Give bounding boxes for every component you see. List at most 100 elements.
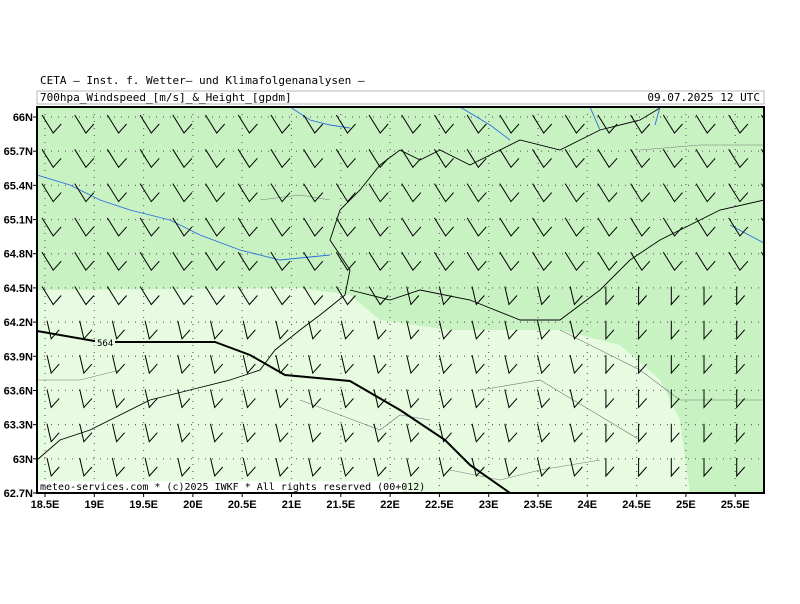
lon-label: 20E (183, 499, 203, 511)
wind-barb (438, 389, 452, 409)
lon-label: 18.5E (31, 499, 60, 511)
wind-barb (46, 457, 60, 478)
wind-barb (368, 251, 389, 272)
wind-barb (564, 149, 585, 169)
wind-barb (662, 114, 683, 134)
wind-barb (471, 389, 485, 409)
wind-barb (736, 355, 746, 375)
lon-label: 19.5E (129, 499, 158, 511)
wind-barb (270, 149, 291, 169)
wind-barb (172, 149, 193, 169)
wind-barb (237, 251, 258, 272)
wind-barb (406, 423, 420, 443)
wind-barb (703, 389, 713, 409)
wind-barb (728, 149, 749, 169)
wind-barb (335, 217, 356, 237)
wind-barb (205, 114, 226, 134)
lat-label: 63.3N (4, 420, 33, 432)
lon-label: 20.5E (228, 499, 257, 511)
wind-barb (438, 320, 452, 340)
wind-barb (106, 149, 127, 169)
wind-barb (499, 217, 520, 237)
wind-barb (205, 251, 226, 272)
wind-barb (537, 320, 551, 340)
wind-barb (499, 251, 520, 272)
lat-label: 64.2N (4, 317, 33, 329)
wind-barb (340, 389, 354, 409)
wind-barb (106, 183, 127, 203)
wind-barb (728, 251, 749, 272)
wind-barb (373, 354, 387, 375)
wind-barb (177, 457, 191, 478)
lat-label: 65.4N (4, 180, 33, 192)
wind-barb (499, 114, 520, 134)
wind-barb (270, 286, 291, 306)
wind-barb (630, 149, 651, 169)
wind-barb (769, 424, 777, 442)
wind-barb (703, 492, 705, 493)
wind-barb (504, 389, 518, 409)
wind-barb (308, 389, 322, 409)
wind-barb (177, 389, 191, 409)
wind-barb (438, 457, 452, 478)
lon-label: 19E (85, 499, 105, 511)
wind-barb (111, 423, 125, 443)
wind-barb (74, 183, 95, 203)
lon-label: 21E (282, 499, 302, 511)
wind-barb (433, 251, 454, 272)
wind-barb (46, 389, 60, 409)
wind-barb (597, 251, 618, 272)
wind-barb (695, 217, 716, 237)
wind-barb (670, 320, 680, 341)
coastline (37, 107, 764, 461)
wind-barb (406, 354, 420, 375)
wind-barb (532, 183, 553, 203)
wind-barb (368, 149, 389, 169)
wind-barb (340, 354, 354, 375)
wind-barb (79, 423, 93, 443)
wind-barb (144, 354, 158, 375)
wind-barb (499, 183, 520, 203)
wind-barb (144, 457, 158, 478)
contour-label-bg (95, 338, 115, 348)
wind-barb (74, 114, 95, 134)
wind-barb (670, 458, 680, 478)
wind-barb (537, 286, 551, 306)
wind-barb (695, 114, 716, 134)
wind-barb (564, 114, 585, 134)
wind-barb (242, 457, 256, 478)
wind-barb (335, 183, 356, 203)
wind-barb (303, 217, 324, 237)
wind-barb (662, 251, 683, 272)
wind-barb (736, 389, 746, 409)
wind-barb (303, 149, 324, 169)
wind-barb (504, 286, 518, 306)
footer-bg (37, 481, 403, 492)
wind-barb (662, 149, 683, 169)
wind-barb (373, 389, 387, 409)
wind-barb (237, 217, 258, 237)
axes: 66N 65.7N 65.4N 65.1N 64.8N 64.5N 64.2N 63.9N 63… (4, 112, 750, 511)
wind-barb (308, 423, 322, 443)
wind-barb (139, 114, 160, 134)
wind-barb (275, 354, 289, 375)
wind-barb (406, 457, 420, 478)
wind-barb (597, 183, 618, 203)
wind-barb (703, 355, 713, 375)
wind-barb (79, 320, 93, 340)
wind-barb (471, 457, 485, 478)
wind-barb (638, 389, 647, 409)
wind-barb (728, 183, 749, 203)
wind-barb (373, 320, 387, 340)
wind-barb (335, 149, 356, 169)
wind-barb (172, 217, 193, 237)
lat-label: 64.5N (4, 283, 33, 295)
wind-barb (532, 114, 553, 134)
wind-barb (368, 183, 389, 203)
wind-barb (406, 320, 420, 340)
wind-barb (41, 217, 62, 237)
wind-barb (111, 457, 125, 478)
wind-barb (499, 149, 520, 169)
wind-barb (466, 251, 487, 272)
